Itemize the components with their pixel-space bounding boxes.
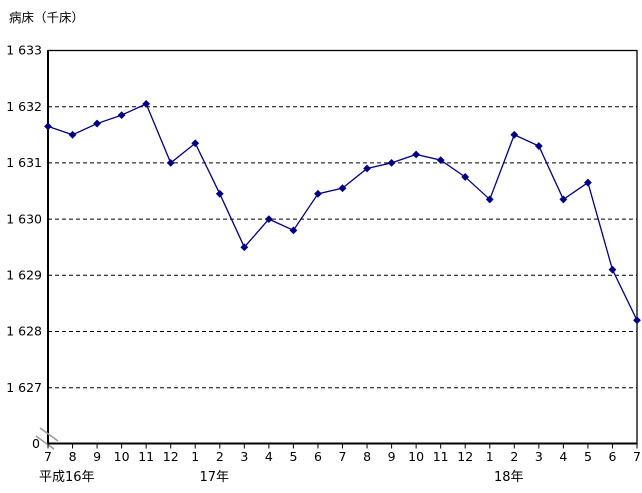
data-point-marker (584, 178, 592, 187)
x-tick-label: 9 (388, 449, 396, 464)
data-point-marker (264, 215, 273, 223)
x-tick-label: 2 (216, 449, 224, 464)
year-label: 17年 (199, 470, 229, 485)
data-point-marker (68, 130, 77, 139)
data-point-marker (142, 99, 151, 108)
x-tick-label: 5 (584, 449, 592, 464)
x-tick-label: 2 (510, 449, 518, 464)
x-tick-label: 7 (44, 449, 52, 464)
data-point-marker (215, 189, 224, 198)
x-tick-label: 1 (486, 449, 494, 464)
y-tick-label: 1 633 (6, 43, 42, 58)
data-point-marker (534, 142, 543, 150)
x-tick-label: 11 (433, 449, 449, 464)
data-point-marker (338, 184, 347, 193)
data-point-marker (240, 243, 249, 252)
y-tick-label: 1 629 (6, 268, 42, 283)
data-point-marker (44, 122, 52, 131)
x-tick-label: 3 (240, 449, 248, 464)
x-tick-label: 9 (93, 449, 101, 464)
y-tick-label: 1 628 (6, 324, 42, 339)
data-point-marker (436, 156, 445, 164)
y-tick-label: 1 631 (6, 155, 42, 170)
data-point-marker (461, 173, 470, 181)
x-tick-label: 11 (138, 449, 154, 464)
data-point-marker (314, 189, 322, 198)
year-label: 18年 (494, 470, 524, 485)
data-point-marker (166, 159, 175, 167)
x-tick-label: 12 (457, 449, 473, 464)
x-tick-label: 7 (339, 449, 347, 464)
data-line (47, 103, 638, 321)
data-point-marker (608, 265, 617, 274)
x-tick-label: 4 (559, 449, 567, 464)
x-tick-label: 5 (289, 449, 297, 464)
data-point-marker (485, 195, 494, 204)
x-tick-label: 1 (191, 449, 199, 464)
y-origin-label: 0 (32, 436, 40, 451)
axis-break-mark (35, 435, 55, 450)
data-point-marker (363, 164, 371, 173)
data-point-marker (93, 119, 101, 128)
year-label: 平成16年 (39, 470, 95, 485)
data-point-marker (510, 130, 519, 139)
x-tick-label: 10 (408, 449, 424, 464)
y-tick-label: 1 630 (6, 211, 42, 226)
y-tick-label: 1 627 (6, 380, 42, 395)
x-tick-label: 8 (69, 449, 77, 464)
data-point-marker (191, 139, 200, 148)
x-tick-label: 3 (535, 449, 543, 464)
y-tick-label: 1 632 (6, 99, 42, 114)
plot-border (47, 49, 638, 445)
chart-title: 病床（千床） (9, 10, 85, 25)
x-tick-label: 8 (363, 449, 371, 464)
data-point-marker (633, 316, 641, 325)
data-point-marker (387, 159, 396, 167)
data-point-marker (559, 195, 568, 204)
data-point-marker (289, 226, 298, 235)
x-tick-label: 6 (314, 449, 322, 464)
x-tick-label: 12 (163, 449, 179, 464)
data-point-marker (412, 150, 421, 159)
data-point-marker (117, 111, 126, 120)
axis-break-mark (39, 427, 59, 442)
x-tick-label: 7 (633, 449, 641, 464)
x-tick-label: 6 (608, 449, 616, 464)
x-tick-label: 4 (265, 449, 273, 464)
x-tick-label: 10 (114, 449, 130, 464)
